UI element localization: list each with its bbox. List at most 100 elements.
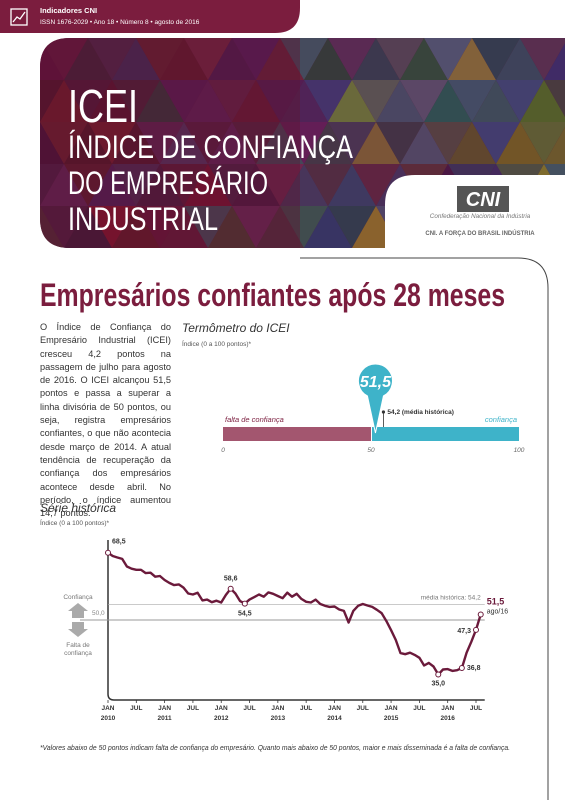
logo-name: Confederação Nacional da Indústria [430, 213, 531, 220]
chart-subtitle: Índice (0 a 100 pontos)* [40, 518, 109, 527]
banner-triangle [112, 80, 160, 122]
bar-above [372, 427, 519, 441]
banner-triangle [40, 38, 64, 80]
value-marker [358, 363, 393, 434]
banner-triangle [40, 164, 88, 206]
banner-triangle [0, 38, 40, 80]
value-label: 58,6 [224, 576, 238, 583]
banner-triangle [184, 164, 232, 206]
issue: ISSN 1676-2029 • Ano 18 • Número 8 • ago… [40, 19, 200, 26]
chart-subtitle: Índice (0 a 100 pontos)* [182, 339, 251, 348]
banner-title: DO EMPRESÁRIO [68, 165, 268, 201]
banner-triangle [520, 80, 565, 122]
chart-title: Série histórica [40, 501, 116, 515]
banner-triangle [304, 38, 352, 80]
banner-triangle [232, 80, 280, 122]
reference-label: 50,0 [92, 610, 105, 617]
banner-triangle [256, 122, 304, 164]
banner-triangle [64, 206, 112, 248]
x-tick-label: JUL [130, 705, 142, 712]
above-label: confiança [485, 415, 517, 424]
banner-triangle [424, 122, 472, 164]
reference-label: média histórica: 54,2 [421, 595, 481, 602]
banner-triangle [328, 206, 376, 248]
banner-triangle [304, 122, 352, 164]
point-marker [435, 671, 442, 678]
x-tick-label: JUL [187, 705, 199, 712]
banner-triangle [232, 38, 280, 80]
x-tick-label: JUL [243, 705, 255, 712]
banner-triangle [40, 206, 88, 248]
banner-triangle [400, 38, 448, 80]
banner-title: ÍNDICE DE CONFIANÇA [68, 129, 354, 165]
banner-triangle [256, 206, 304, 248]
axis [107, 540, 485, 701]
banner-triangle [520, 122, 565, 164]
banner-triangle [232, 122, 280, 164]
banner-triangle [208, 38, 256, 80]
value-label: 68,5 [112, 539, 126, 546]
banner-triangle [136, 80, 184, 122]
banner-triangle [184, 122, 232, 164]
banner-triangle [0, 122, 40, 164]
banner-triangle [544, 248, 565, 290]
banner-triangle [448, 80, 496, 122]
banner-triangle [112, 164, 160, 206]
banner-triangle [40, 122, 88, 164]
banner-triangle [256, 38, 304, 80]
banner-triangle [280, 80, 328, 122]
banner-triangle [88, 38, 136, 80]
banner-triangle [496, 80, 544, 122]
header-icon [10, 8, 28, 26]
banner-triangle [448, 122, 496, 164]
banner-triangle [88, 206, 136, 248]
banner-title: INDUSTRIAL [68, 201, 218, 237]
banner-triangle [136, 38, 184, 80]
banner-triangle [544, 122, 565, 164]
series-line [107, 551, 482, 676]
banner-triangle [472, 80, 520, 122]
banner-triangle [424, 38, 472, 80]
banner-triangle [544, 164, 565, 206]
x-tick-label: JAN 2016 [440, 705, 455, 722]
banner-triangle [496, 122, 544, 164]
frame-line [300, 257, 549, 800]
banner-triangle [352, 122, 400, 164]
banner-triangle [424, 80, 472, 122]
banner-triangle [88, 122, 136, 164]
banner-triangle [280, 164, 328, 206]
banner-triangle [304, 206, 352, 248]
banner-triangle [184, 38, 232, 80]
x-tick-label: JAN 2011 [158, 705, 172, 722]
banner-triangle [0, 206, 40, 248]
banner-triangle [376, 122, 424, 164]
banner-triangle [352, 80, 400, 122]
banner-triangle [64, 80, 112, 122]
value-label: 51,5 [487, 597, 505, 607]
point-marker [227, 585, 234, 592]
arrow-down [68, 622, 88, 637]
banner-triangle [280, 38, 328, 80]
banner-triangle [160, 122, 208, 164]
headline: Empresários confiantes após 28 meses [40, 277, 505, 313]
logo-mark: CNI [466, 189, 501, 211]
body-text: O Índice de Confiança do Empresário Indu… [40, 322, 171, 519]
banner-triangle [280, 122, 328, 164]
banner-triangle [184, 206, 232, 248]
x-tick-label: 0 [221, 447, 225, 454]
banner-triangle [40, 206, 64, 248]
banner-triangle [40, 122, 64, 164]
banner-triangle [328, 122, 376, 164]
x-tick-label: JAN 2014 [327, 705, 342, 722]
x-tick-label: JUL [470, 705, 482, 712]
point-marker [458, 665, 465, 671]
publication: Indicadores CNI [40, 6, 97, 15]
point-marker [473, 626, 480, 633]
x-tick-label: JUL [413, 705, 425, 712]
banner-triangle [520, 248, 565, 290]
x-tick-label: JUL [300, 705, 312, 712]
banner-triangle [520, 38, 565, 80]
banner-triangle [160, 164, 208, 206]
up-label: Confiança [63, 594, 93, 601]
banner-triangle [40, 80, 88, 122]
